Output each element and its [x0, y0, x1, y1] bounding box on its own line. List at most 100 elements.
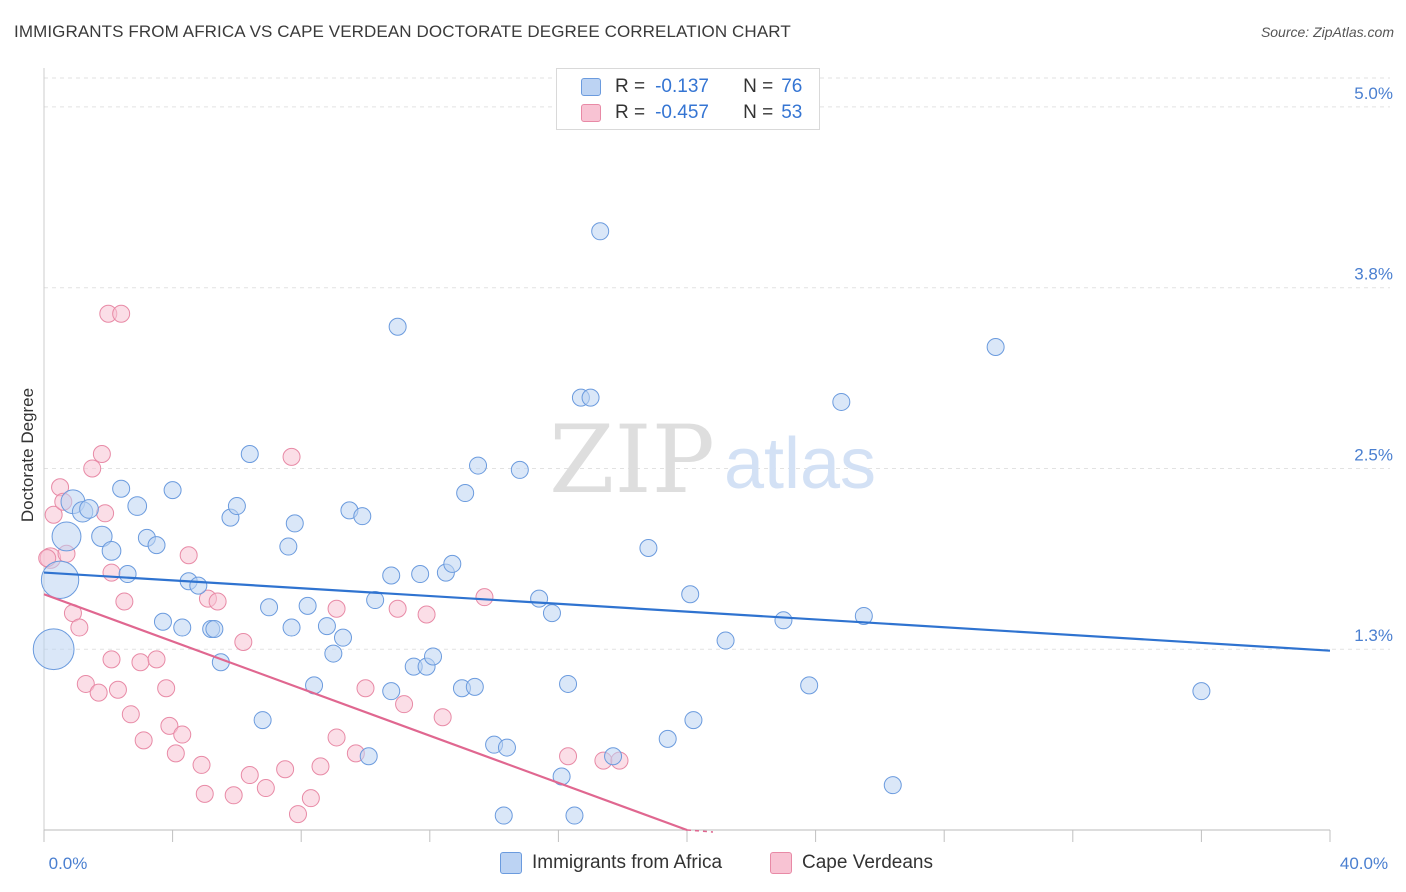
stats-row-blue: R = -0.137 N = 76 — [581, 75, 802, 99]
data-point — [986, 337, 1005, 356]
data-point — [112, 304, 131, 323]
data-point — [443, 554, 462, 573]
r-value: -0.457 — [655, 102, 709, 123]
data-point — [800, 676, 819, 695]
stats-row-pink: R = -0.457 N = 53 — [581, 101, 802, 125]
blue-swatch — [500, 852, 522, 874]
data-point — [333, 628, 352, 647]
data-point — [559, 674, 578, 693]
data-point — [285, 514, 304, 533]
trend-line — [43, 593, 688, 832]
data-point — [253, 711, 272, 730]
data-point — [497, 738, 516, 757]
data-point — [716, 631, 735, 650]
data-point — [395, 695, 414, 714]
data-point — [465, 677, 484, 696]
n-label: N = — [743, 76, 774, 97]
data-point — [102, 563, 121, 582]
data-point — [639, 539, 658, 557]
data-point — [240, 445, 259, 463]
data-point — [565, 806, 584, 825]
data-point — [883, 776, 902, 795]
data-point — [89, 683, 108, 702]
data-point — [205, 619, 224, 638]
data-point — [301, 789, 320, 808]
data-point — [276, 760, 295, 779]
pink-swatch — [581, 104, 601, 122]
data-point — [542, 604, 561, 623]
data-point — [101, 541, 122, 561]
data-point — [591, 222, 610, 241]
data-point — [317, 617, 336, 636]
legend-item-africa[interactable]: Immigrants from Africa — [500, 852, 722, 874]
legend-label: Cape Verdeans — [802, 852, 933, 873]
data-point — [102, 650, 121, 669]
data-point — [424, 647, 443, 666]
n-value: 53 — [781, 102, 803, 123]
data-point — [260, 598, 279, 617]
gridlines — [44, 77, 1390, 650]
immigrants-from-africa-points — [32, 222, 1211, 825]
r-label: R = — [615, 102, 646, 123]
data-point — [51, 521, 82, 552]
r-label: R = — [615, 76, 646, 97]
data-point — [388, 317, 407, 336]
data-point — [121, 705, 140, 724]
data-point — [356, 679, 375, 698]
data-point — [234, 633, 253, 651]
n-value: 76 — [781, 76, 803, 97]
data-point — [494, 806, 513, 825]
data-point — [353, 507, 372, 526]
x-tick-labels: 0.0% 40.0% — [49, 854, 1388, 873]
data-point — [658, 729, 677, 748]
data-point — [530, 589, 549, 608]
y-tick-labels: 1.3% 2.5% 3.8% 5.0% — [1354, 84, 1393, 645]
data-point — [195, 784, 214, 803]
data-point — [298, 596, 317, 615]
data-point — [282, 447, 301, 466]
data-point — [327, 599, 346, 618]
data-point — [366, 591, 385, 610]
data-point — [83, 459, 102, 478]
cape-verdeans-points — [38, 304, 629, 824]
n-label: N = — [743, 102, 774, 123]
data-point — [227, 497, 246, 516]
watermark-zip: ZIP — [549, 406, 715, 515]
data-point — [108, 680, 127, 699]
data-point — [147, 536, 166, 555]
data-point — [134, 731, 153, 750]
data-point — [163, 481, 182, 500]
data-point — [32, 628, 75, 671]
data-point — [854, 606, 873, 625]
data-point — [774, 611, 793, 630]
data-point — [256, 779, 275, 798]
data-point — [208, 592, 227, 611]
data-point — [288, 805, 307, 824]
legend-item-cape-verdeans[interactable]: Cape Verdeans — [770, 852, 933, 874]
data-point — [469, 456, 488, 475]
data-point — [92, 445, 111, 463]
data-point — [157, 679, 176, 698]
data-point — [456, 484, 475, 503]
y-tick-label: 5.0% — [1354, 84, 1393, 103]
data-point — [382, 566, 401, 585]
data-point — [153, 612, 172, 631]
data-point — [417, 605, 436, 624]
y-tick-label: 1.3% — [1354, 626, 1393, 645]
data-point — [70, 618, 89, 637]
stats-legend: R = -0.137 N = 76 R = -0.457 N = 53 — [556, 68, 820, 130]
data-point — [44, 505, 63, 524]
data-point — [147, 650, 166, 669]
chart-title: IMMIGRANTS FROM AFRICA VS CAPE VERDEAN D… — [14, 22, 791, 41]
data-point — [127, 496, 148, 516]
data-point — [475, 588, 494, 607]
data-point — [112, 479, 131, 498]
trend-line — [43, 571, 1331, 652]
data-point — [681, 585, 700, 604]
data-point — [173, 725, 192, 744]
data-point — [131, 653, 150, 672]
data-point — [279, 537, 298, 556]
series-legend: Immigrants from Africa Cape Verdeans — [0, 852, 1406, 878]
watermark-atlas: atlas — [724, 424, 876, 504]
